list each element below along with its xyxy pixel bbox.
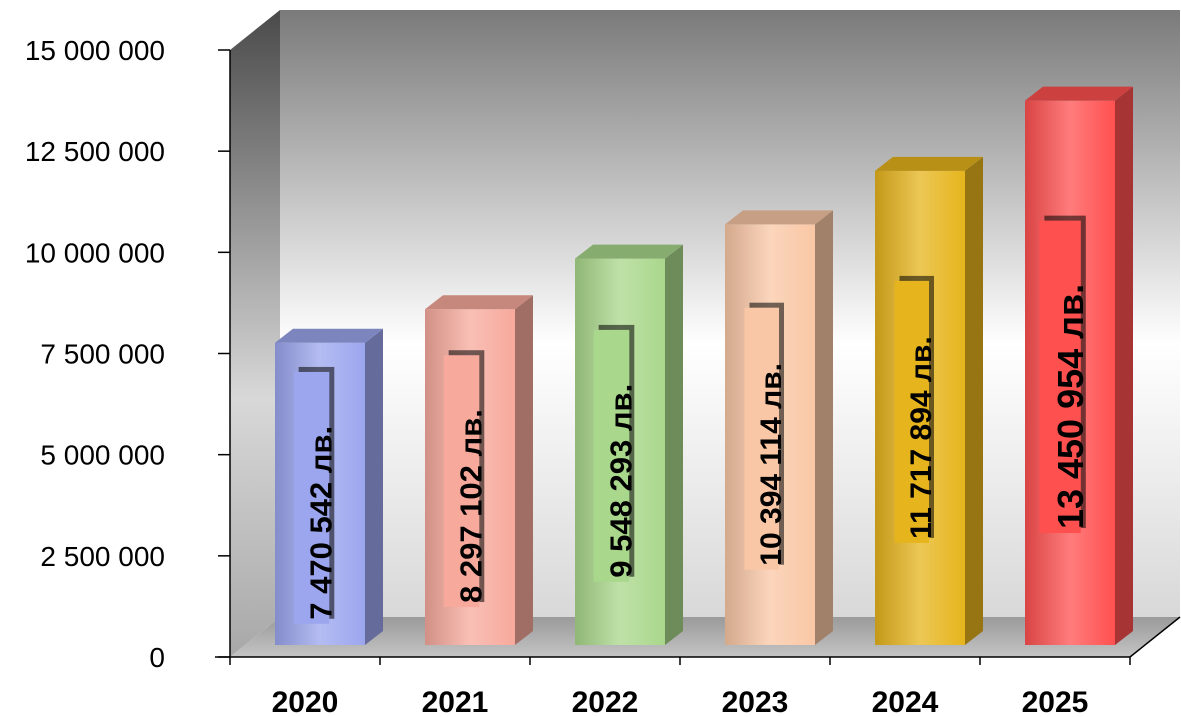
x-tick-label-2021: 2021 <box>422 686 489 717</box>
data-label-2025: 13 450 954 лв. <box>1039 215 1091 534</box>
y-tick-label: 0 <box>149 642 165 673</box>
bar-top-2020 <box>275 328 383 343</box>
data-label-2020: 7 470 542 лв. <box>293 366 338 624</box>
bar-top-2022 <box>575 244 683 259</box>
bar-side-2020 <box>365 328 383 645</box>
data-label-2022: 9 548 293 лв. <box>593 324 638 582</box>
bar-side-2021 <box>515 295 533 645</box>
bar-side-2025 <box>1115 86 1133 645</box>
bar-top-2025 <box>1025 86 1133 101</box>
bars: 7 470 542 лв. 8 297 102 лв. 9 548 293 лв. 1… <box>275 86 1133 645</box>
x-tick-label-2022: 2022 <box>572 686 639 717</box>
bar-side-2024 <box>965 156 983 645</box>
bar-2021: 8 297 102 лв. <box>425 295 533 645</box>
bar-2020: 7 470 542 лв. <box>275 328 383 645</box>
bar-top-2021 <box>425 295 533 310</box>
data-label-text-2022: 9 548 293 лв. <box>603 384 638 578</box>
x-tick-label-2020: 2020 <box>272 686 339 717</box>
data-label-2021: 8 297 102 лв. <box>443 350 488 608</box>
bar-side-2023 <box>815 210 833 645</box>
data-label-text-2025: 13 450 954 лв. <box>1050 284 1091 529</box>
bar-side-2022 <box>665 244 683 645</box>
side-wall <box>230 10 280 657</box>
bar-2023: 10 394 114 лв. <box>725 210 833 645</box>
axes: 0 2 500 000 5 000 000 7 500 000 10 000 000 12… <box>25 35 1181 717</box>
data-label-text-2024: 11 717 894 лв. <box>905 336 938 539</box>
y-tick-label: 2 500 000 <box>40 541 165 572</box>
bar-2025: 13 450 954 лв. <box>1025 86 1133 645</box>
data-label-2024: 11 717 894 лв. <box>894 275 938 543</box>
data-label-text-2023: 10 394 114 лв. <box>755 363 788 566</box>
data-label-text-2021: 8 297 102 лв. <box>453 409 488 603</box>
y-tick-label: 15 000 000 <box>25 35 165 66</box>
bar-2024: 11 717 894 лв. <box>875 156 983 645</box>
bar-2022: 9 548 293 лв. <box>575 244 683 645</box>
x-tick-label-2024: 2024 <box>872 686 939 717</box>
y-tick-label: 7 500 000 <box>40 339 165 370</box>
x-tick-label-2023: 2023 <box>722 686 789 717</box>
bar-top-2024 <box>875 156 983 171</box>
bar-top-2023 <box>725 210 833 225</box>
data-label-2023: 10 394 114 лв. <box>744 302 788 570</box>
floor-edge <box>1129 616 1181 658</box>
y-tick-label: 10 000 000 <box>25 237 165 268</box>
data-label-text-2020: 7 470 542 лв. <box>303 426 338 620</box>
x-tick-label-2025: 2025 <box>1022 686 1089 717</box>
y-tick-label: 5 000 000 <box>40 440 165 471</box>
y-tick-label: 12 500 000 <box>25 136 165 167</box>
